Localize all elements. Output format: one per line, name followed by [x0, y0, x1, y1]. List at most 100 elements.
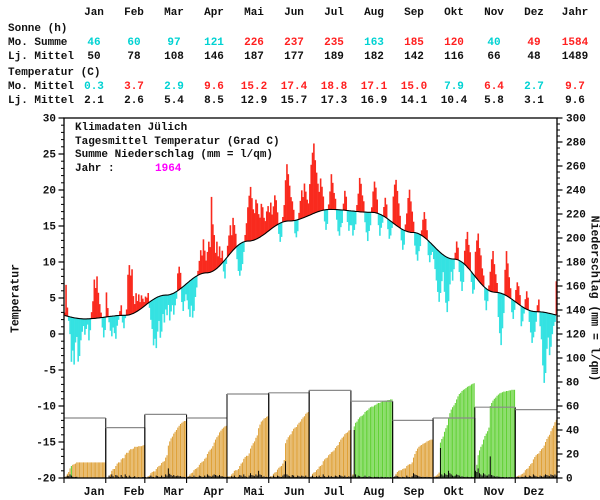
month-label: Jun	[284, 486, 305, 499]
table-value: 8.5	[204, 95, 224, 107]
precip-tick-label: 240	[566, 186, 586, 198]
year-value: 1964	[155, 162, 182, 175]
table-value: 14.1	[400, 95, 428, 107]
month-label: Apr	[204, 486, 225, 499]
table-value: 163	[364, 37, 384, 49]
table-value: 17.3	[320, 95, 348, 107]
month-label: Jan	[84, 486, 105, 499]
table-value: 48	[527, 51, 541, 63]
precip-tick-label: 140	[566, 306, 586, 318]
precip-tick-label: 280	[566, 138, 586, 150]
table-value: 16.9	[360, 95, 388, 107]
table-header-jul: Jul	[324, 7, 344, 19]
year-label: Jahr :	[75, 162, 115, 175]
legend-subtitle-temp: Tagesmittel Temperatur (Grad C)	[75, 135, 280, 148]
table-value: 120	[444, 37, 464, 49]
legend-year-line: Jahr : 1964	[75, 163, 280, 177]
precip-cumulative-bars	[64, 383, 557, 478]
lt-mean-curve	[64, 208, 557, 320]
precip-tick-label: 200	[566, 234, 586, 246]
month-label: Sep	[404, 486, 425, 499]
table-value: 49	[527, 37, 541, 49]
table-value: 17.4	[280, 81, 308, 93]
month-label: Aug	[364, 486, 385, 499]
precip-tick-label: 20	[566, 450, 579, 462]
table-header-sep: Sep	[404, 7, 424, 19]
table-value: 50	[87, 51, 101, 63]
legend-title: Klimadaten Jülich	[75, 122, 188, 134]
table-header-mar: Mar	[164, 7, 184, 19]
table-value: 3.1	[524, 95, 544, 107]
temp-anomaly-bars	[63, 143, 558, 383]
table-value: 3.7	[124, 81, 144, 93]
table-header-jan: Jan	[84, 7, 104, 19]
table-value: 0.3	[84, 81, 104, 93]
table-value: 237	[284, 37, 304, 49]
month-axis: Jan Feb Mar Apr Mai Jun Jul Aug Sep Okt Nov Dez	[63, 478, 558, 499]
table-value: 40	[487, 37, 501, 49]
month-label: Nov	[484, 486, 505, 499]
table-header-okt: Okt	[444, 7, 464, 19]
temp-tick-label: -5	[43, 366, 57, 378]
table-value: 182	[364, 51, 384, 63]
table-value: 146	[204, 51, 224, 63]
precip-daily-bars	[64, 430, 557, 478]
month-label: Mar	[164, 486, 185, 499]
month-label: Feb	[124, 486, 145, 499]
table-value: 15.0	[400, 81, 428, 93]
month-label: Mai	[244, 486, 265, 499]
table-value: 1489	[561, 51, 589, 63]
table-value: 66	[487, 51, 501, 63]
table-value: 235	[324, 37, 344, 49]
precip-mean-boxes	[63, 389, 558, 478]
table-header-dez: Dez	[524, 7, 544, 19]
table-value: 2.6	[124, 95, 144, 107]
temp-axis: -20 -15 -10 -5 0 5 10 15 20 25 30	[36, 114, 64, 486]
table-value: 18.8	[320, 81, 348, 93]
precip-tick-label: 180	[566, 258, 586, 270]
table-header-aug: Aug	[364, 7, 384, 19]
month-label: Okt	[444, 486, 465, 499]
table-value: 2.7	[524, 81, 544, 93]
table-header-jun: Jun	[284, 7, 304, 19]
temp-tick-label: -15	[36, 438, 56, 450]
table-value: 121	[204, 37, 224, 49]
table-row-label: Mo. Summe	[8, 37, 68, 49]
table-value: 12.9	[240, 95, 268, 107]
precip-tick-label: 80	[566, 378, 579, 390]
temp-tick-label: 5	[49, 294, 56, 306]
chart-legend: Klimadaten Jülich Tagesmittel Temperatur…	[75, 122, 280, 176]
precip-axis: 0 20 40 60 80 100 120 140 160 180 200 220 240 260 280 3…	[557, 114, 586, 486]
precip-tick-label: 300	[566, 114, 586, 126]
temp-tick-label: 30	[43, 114, 56, 126]
table-header-jahr: Jahr	[561, 7, 589, 19]
month-label: Dez	[524, 486, 545, 499]
table-row-label: Lj. Mittel	[8, 51, 75, 63]
precip-tick-label: 160	[566, 282, 586, 294]
table-value: 97	[167, 37, 181, 49]
table-value: 15.7	[280, 95, 308, 107]
table-value: 187	[244, 51, 264, 63]
table-value: 17.1	[360, 81, 388, 93]
table-value: 185	[404, 37, 424, 49]
temp-tick-label: 20	[43, 186, 56, 198]
precip-tick-label: 40	[566, 426, 579, 438]
temp-tick-label: -10	[36, 402, 56, 414]
table-section-title: Sonne (h)	[8, 23, 68, 35]
table-value: 1584	[561, 37, 589, 49]
precip-tick-label: 120	[566, 330, 586, 342]
table-value: 116	[444, 51, 464, 63]
month-label: Jul	[324, 486, 345, 499]
table-value: 2.9	[164, 81, 184, 93]
temp-tick-label: 15	[43, 222, 57, 234]
table-value: 78	[127, 51, 141, 63]
table-section-title: Temperatur (C)	[8, 67, 101, 79]
temp-tick-label: 25	[43, 150, 57, 162]
table-header-feb: Feb	[124, 7, 144, 19]
table-header-nov: Nov	[484, 7, 504, 19]
table-value: 142	[404, 51, 424, 63]
precip-tick-label: 220	[566, 210, 586, 222]
table-header-apr: Apr	[204, 7, 224, 19]
